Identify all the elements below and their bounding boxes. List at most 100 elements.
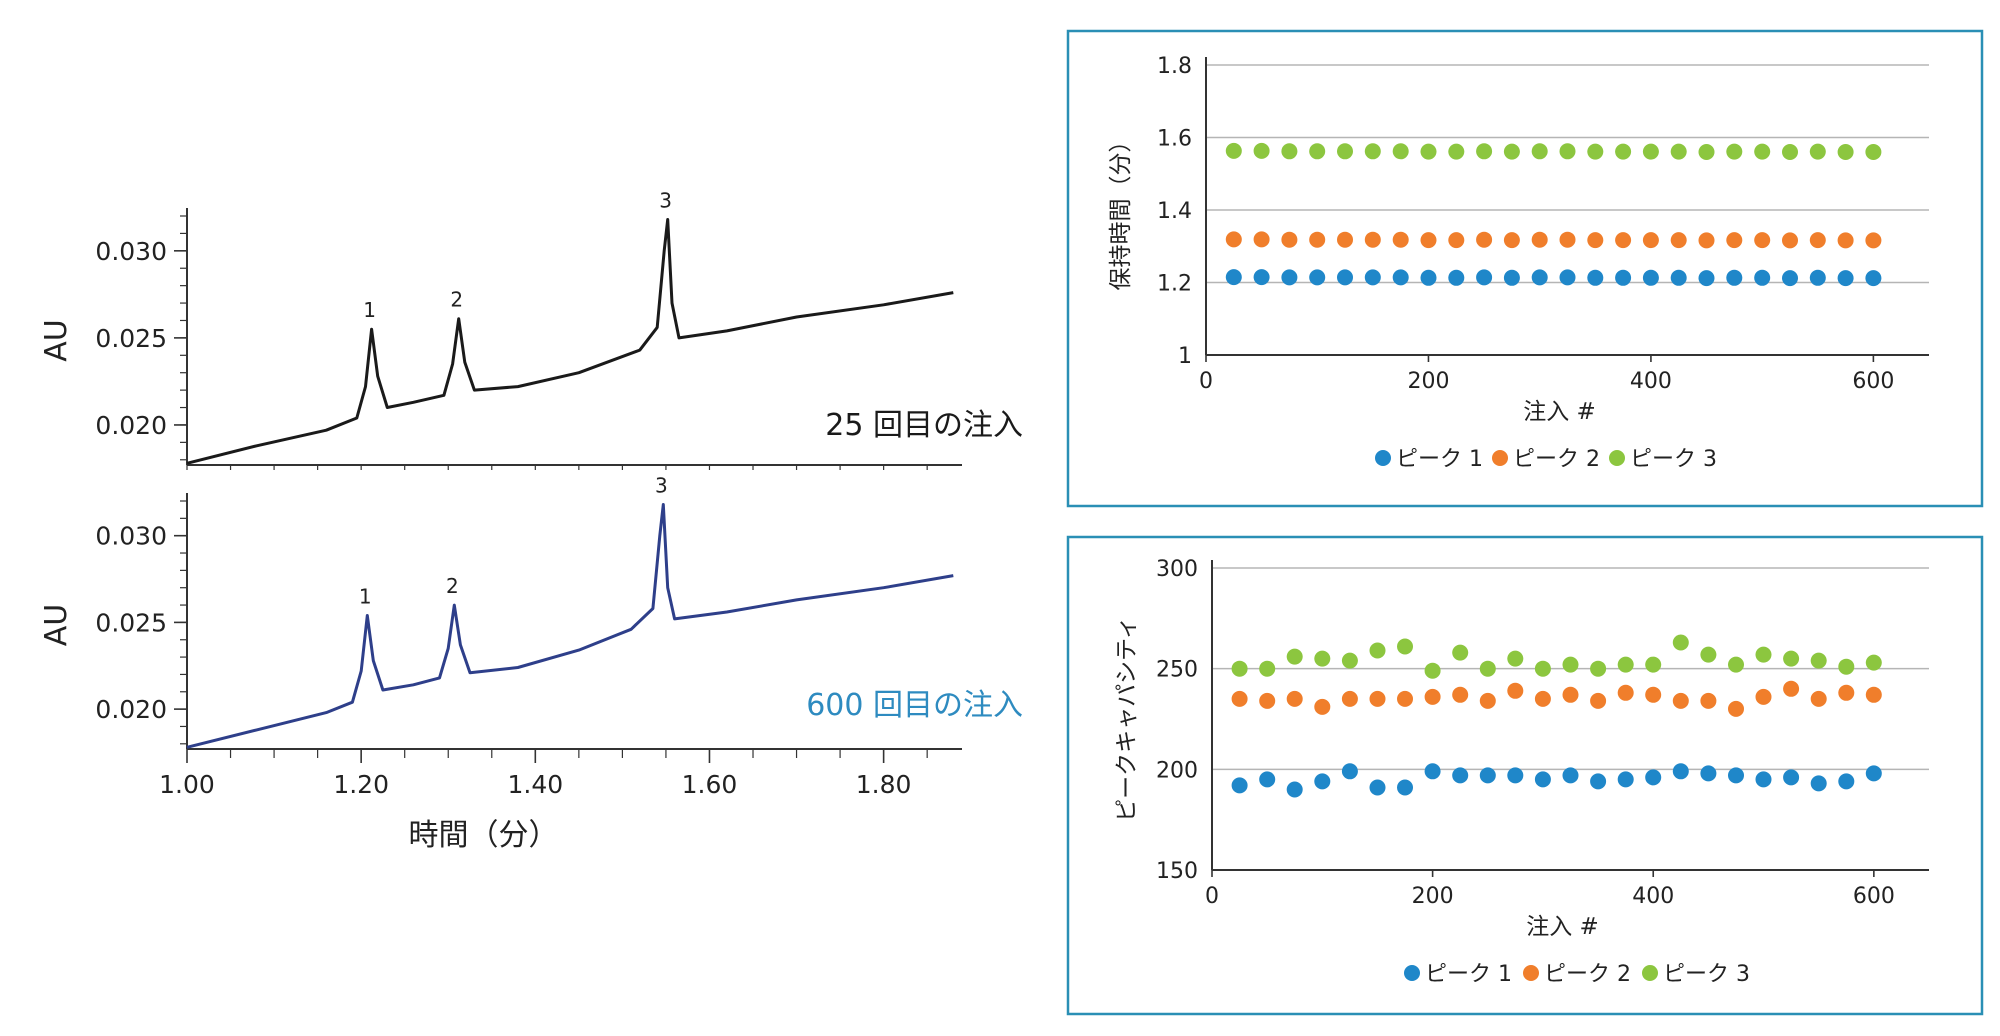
data-point-2 [1341, 690, 1358, 707]
data-point-1 [1314, 773, 1331, 790]
y-tick-label: 300 [1156, 557, 1198, 582]
data-point-2 [1259, 692, 1276, 709]
data-point-1 [1782, 270, 1798, 287]
data-point-3 [1809, 143, 1826, 160]
data-point-1 [1809, 269, 1826, 286]
y-tick-label: 150 [1156, 859, 1198, 884]
data-point-2 [1645, 686, 1662, 703]
data-point-2 [1479, 692, 1496, 709]
x-tick-label: 1.20 [333, 770, 389, 799]
data-point-1 [1865, 270, 1882, 287]
retention-time-scatter: 1 1.2 1.4 1.6 1.8 0 200 400 600 注入 # 保持時間（分） ピーク 1 ピ… [1108, 54, 1929, 472]
data-point-3 [1420, 143, 1437, 160]
legend-label: ピーク 2 [1544, 962, 1631, 987]
data-point-3 [1337, 143, 1353, 160]
data-point-2 [1364, 231, 1381, 248]
data-point-3 [1507, 650, 1524, 667]
y-axis-title: 保持時間（分） [1108, 130, 1134, 291]
y-tick-label: 200 [1156, 758, 1198, 783]
data-point-2 [1700, 692, 1717, 709]
injection-annotation: 25 回目の注入 [825, 408, 1023, 443]
x-tick-label: 600 [1853, 884, 1895, 909]
data-point-3 [1865, 654, 1882, 671]
data-point-3 [1503, 143, 1520, 160]
data-point-2 [1754, 232, 1771, 249]
y-tick-label: 1.6 [1157, 127, 1192, 152]
peak-label: 3 [655, 473, 668, 497]
data-point-3 [1392, 143, 1409, 160]
data-point-2 [1503, 232, 1520, 249]
injection-annotation: 600 回目の注入 [806, 688, 1023, 723]
data-point-1 [1590, 773, 1607, 790]
data-point-3 [1253, 142, 1270, 159]
x-tick-label: 400 [1632, 884, 1674, 909]
data-point-1 [1700, 765, 1717, 782]
chromatogram-25th-injection: 0.020 0.025 0.030 AU 1 2 3 25 回目の注入 [39, 188, 1023, 470]
data-point-2 [1617, 684, 1634, 701]
data-point-1 [1642, 269, 1659, 286]
x-tick-label: 200 [1407, 369, 1449, 394]
data-point-2 [1810, 690, 1827, 707]
data-point-1 [1337, 269, 1353, 286]
x-tick-label: 0 [1199, 369, 1213, 394]
data-point-3 [1810, 652, 1827, 669]
data-point-1 [1424, 763, 1441, 780]
y-tick-label: 0.025 [95, 324, 167, 353]
data-point-2 [1838, 684, 1855, 701]
data-point-3 [1755, 646, 1772, 663]
data-point-2 [1672, 692, 1689, 709]
y-axis-title: AU [39, 319, 74, 361]
x-tick-label: 600 [1852, 369, 1894, 394]
chromatogram-trace [186, 503, 954, 749]
data-point-1 [1369, 779, 1386, 796]
data-point-3 [1837, 144, 1854, 160]
data-point-2 [1755, 688, 1772, 705]
y-tick-label: 1 [1178, 344, 1192, 369]
data-point-2 [1314, 698, 1331, 715]
data-point-3 [1726, 143, 1743, 160]
data-point-1 [1225, 269, 1242, 286]
data-point-3 [1838, 658, 1855, 675]
data-point-1 [1783, 769, 1800, 786]
data-point-2 [1837, 232, 1854, 249]
data-point-3 [1645, 656, 1662, 673]
data-point-2 [1337, 231, 1353, 248]
retention-time-panel-frame [1066, 29, 1984, 508]
data-point-2 [1397, 690, 1413, 707]
data-point-3 [1782, 144, 1798, 160]
data-point-1 [1838, 773, 1855, 790]
data-point-3 [1476, 143, 1493, 160]
data-point-2 [1369, 690, 1386, 707]
data-point-1 [1837, 270, 1854, 287]
x-axis-title: 注入 # [1523, 399, 1596, 425]
data-point-3 [1479, 660, 1496, 677]
y-tick-label: 250 [1156, 658, 1198, 683]
data-point-1 [1364, 269, 1381, 286]
y-tick-label: 0.020 [95, 411, 167, 440]
legend-marker [1642, 965, 1658, 981]
peak-label: 1 [363, 298, 376, 322]
data-point-3 [1309, 143, 1326, 160]
data-point-3 [1865, 144, 1882, 160]
y-tick-label: 0.025 [95, 608, 167, 637]
data-point-3 [1364, 143, 1381, 160]
data-point-1 [1253, 269, 1270, 286]
chromatogram-trace [186, 218, 954, 465]
data-point-2 [1231, 690, 1248, 707]
data-point-3 [1783, 650, 1800, 667]
data-point-3 [1259, 660, 1276, 677]
data-point-1 [1397, 779, 1413, 796]
data-point-2 [1534, 690, 1551, 707]
data-point-2 [1670, 232, 1687, 249]
data-point-2 [1590, 692, 1607, 709]
data-point-1 [1587, 269, 1604, 286]
data-point-2 [1642, 232, 1659, 249]
y-tick-label: 1.4 [1157, 199, 1192, 224]
data-point-2 [1286, 690, 1303, 707]
data-point-3 [1231, 660, 1248, 677]
data-point-3 [1642, 143, 1659, 160]
data-point-1 [1559, 269, 1576, 286]
data-point-2 [1587, 232, 1604, 249]
peak-label: 1 [359, 584, 372, 608]
data-point-1 [1645, 769, 1662, 786]
